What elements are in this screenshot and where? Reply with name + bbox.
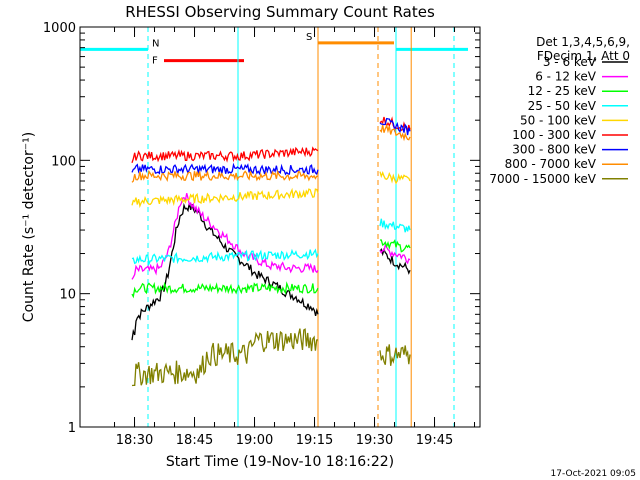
data-series	[131, 116, 411, 387]
series-line	[379, 123, 411, 142]
series-25-50-kev	[131, 218, 411, 267]
legend-entry-label: 100 - 300 keV	[512, 128, 596, 142]
series-line	[131, 193, 319, 280]
series-line	[379, 344, 411, 366]
series-6-12-kev	[131, 193, 411, 280]
series-800-7000-kev	[131, 123, 411, 183]
legend-header: Det 1,3,4,5,6,9,	[536, 35, 630, 49]
series-line	[379, 247, 411, 275]
legend-entry-label: 3 - 6 keV	[543, 55, 597, 69]
legend-entry-label: 12 - 25 keV	[528, 84, 597, 98]
series-line	[131, 281, 319, 299]
x-tick-label: 18:30	[116, 433, 153, 448]
x-tick-label: 19:30	[356, 433, 393, 448]
y-tick-label: 1000	[43, 21, 76, 36]
series-line	[131, 162, 319, 176]
series-line	[379, 171, 411, 185]
x-tick-label: 18:45	[176, 433, 213, 448]
state-bars: NF S	[80, 32, 468, 67]
x-tick-label: 19:00	[236, 433, 273, 448]
series-300-800-kev	[131, 117, 411, 176]
y-tick-label: 100	[51, 154, 76, 169]
state-label-N: N	[152, 38, 159, 49]
legend-entry-label: 25 - 50 keV	[528, 99, 597, 113]
series-line	[131, 187, 319, 209]
series-3-6-kev	[131, 202, 411, 341]
series-12-25-kev	[131, 239, 411, 299]
legend-entry-label: 6 - 12 keV	[535, 70, 597, 84]
legend-entry-label: 800 - 7000 keV	[505, 157, 597, 171]
series-line	[131, 248, 319, 267]
axes: 1 10 100 1000 18:30 18:45 19:00 19:15 19:30 19:45	[43, 21, 480, 448]
legend-header: FDecim 1, Att 0	[537, 49, 630, 63]
x-tick-label: 19:15	[296, 433, 333, 448]
series-line	[131, 328, 319, 387]
series-line	[131, 169, 319, 183]
y-tick-label: 1	[68, 421, 76, 436]
x-axis-label: Start Time (19-Nov-10 18:16:22)	[166, 454, 394, 470]
y-tick-label: 10	[59, 288, 76, 303]
state-label-S: S	[306, 32, 312, 43]
chart-title: RHESSI Observing Summary Count Rates	[125, 3, 435, 21]
footer-timestamp: 17-Oct-2021 09:05	[551, 469, 636, 479]
legend-entry-label: 7000 - 15000 keV	[489, 172, 596, 186]
legend-entry-label: 300 - 800 keV	[512, 143, 596, 157]
series-line	[379, 218, 411, 233]
series-7000-15000-kev	[131, 328, 411, 387]
series-line	[380, 239, 411, 253]
legend-entry-label: 50 - 100 keV	[520, 113, 597, 127]
y-axis-label: Count Rate (s⁻¹ detector⁻¹)	[21, 132, 37, 322]
plot-frame	[79, 26, 481, 428]
state-label-F: F	[152, 56, 158, 67]
x-tick-label: 19:45	[416, 433, 453, 448]
series-50-100-kev	[131, 171, 411, 209]
series-line	[131, 146, 319, 164]
legend: Det 1,3,4,5,6,9,FDecim 1, Att 03 - 6 keV…	[489, 35, 630, 186]
series-line	[379, 117, 411, 136]
series-100-300-kev	[131, 116, 411, 164]
series-line	[379, 243, 411, 265]
